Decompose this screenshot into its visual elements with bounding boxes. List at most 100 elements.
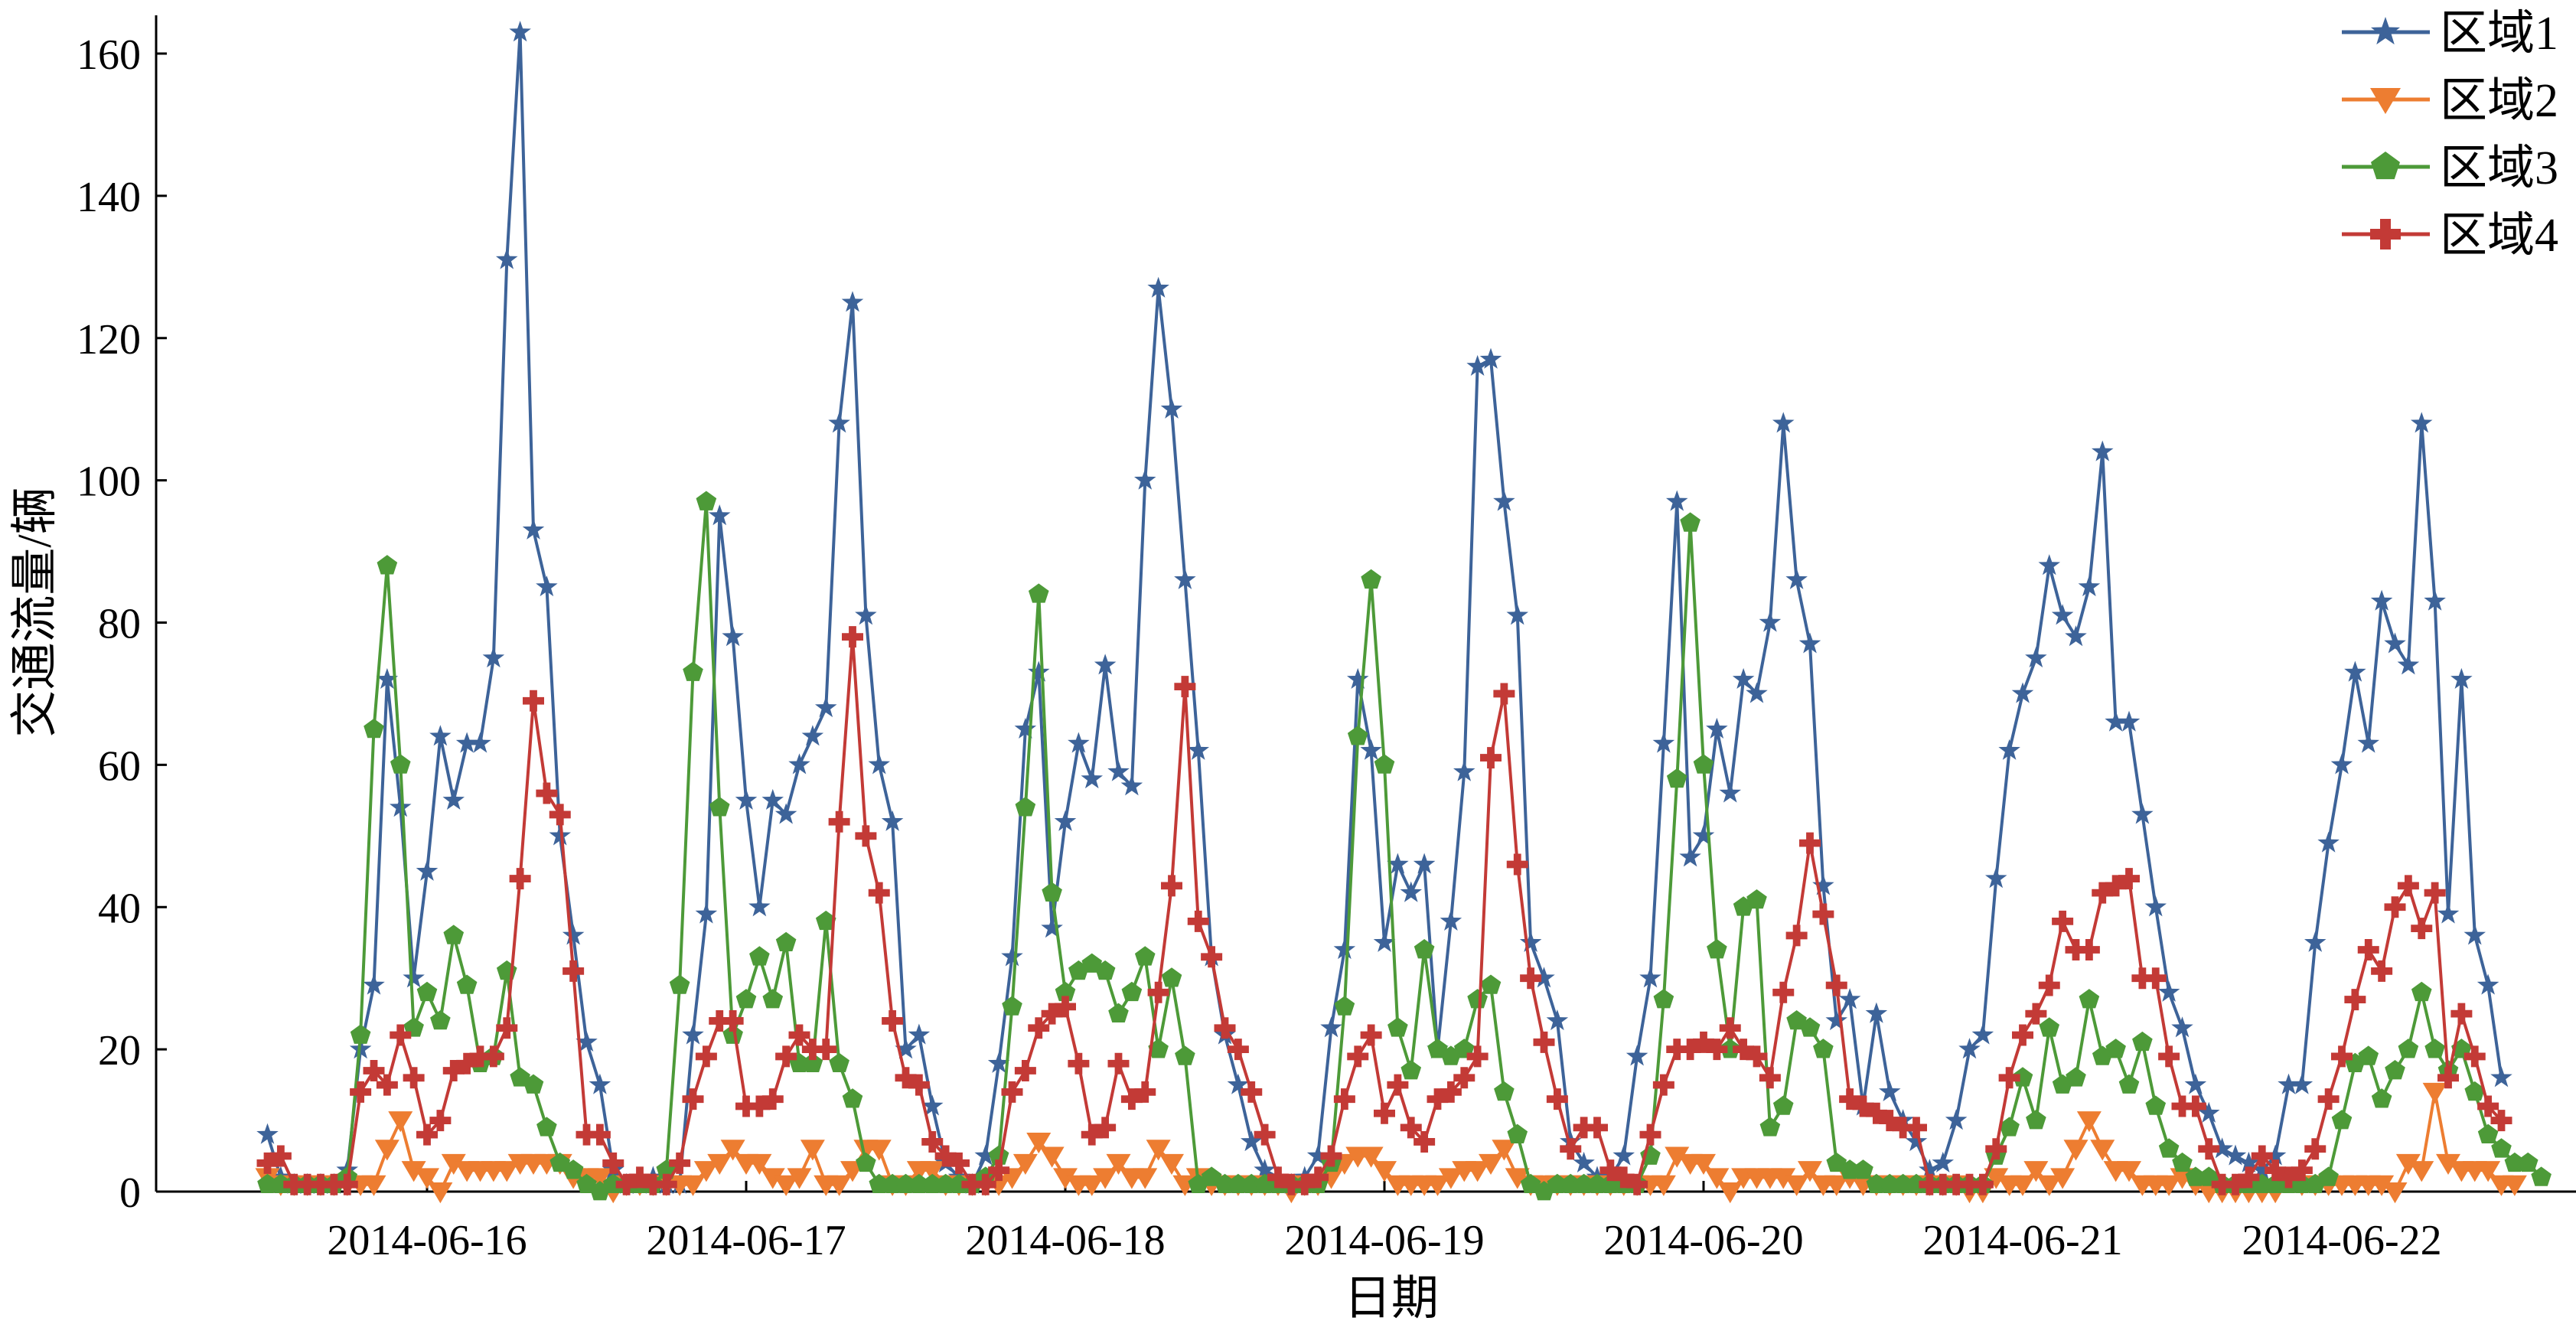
data-point [2384, 896, 2406, 918]
data-point [536, 1117, 557, 1136]
data-point [1360, 1024, 1382, 1046]
data-point [1507, 1123, 1528, 1143]
data-point [1175, 1045, 1195, 1065]
data-point [523, 690, 544, 712]
data-point [696, 491, 717, 510]
legend-label: 区域3 [2440, 142, 2558, 194]
data-point [775, 931, 797, 952]
data-point [1081, 767, 1104, 789]
legend-marker [2370, 219, 2401, 249]
data-point [2157, 980, 2180, 1002]
data-point [2012, 1024, 2033, 1046]
data-point [1374, 754, 1395, 774]
y-tick-label: 120 [77, 316, 141, 364]
legend-label: 区域4 [2440, 210, 2558, 262]
data-point [2026, 1110, 2046, 1130]
y-tick-label: 20 [98, 1027, 141, 1075]
data-point [456, 974, 478, 994]
data-point [1400, 881, 1423, 902]
data-point [1254, 1123, 1276, 1146]
data-point [1028, 583, 1049, 603]
data-point [2397, 654, 2420, 675]
legend-label: 区域2 [2440, 75, 2558, 127]
data-point [2331, 1110, 2353, 1130]
data-point [1480, 974, 1502, 994]
data-point [2437, 902, 2460, 924]
legend-item: 区域2 [2342, 75, 2558, 127]
data-point [2477, 1123, 2499, 1143]
data-point [2039, 1017, 2060, 1037]
data-point [1214, 1017, 1236, 1039]
data-point [1480, 747, 1502, 769]
data-point [1878, 1080, 1901, 1102]
data-point [549, 804, 571, 826]
data-point [2424, 1039, 2445, 1058]
data-point [735, 989, 757, 1009]
data-point [2078, 939, 2100, 961]
data-point [2344, 989, 2366, 1011]
x-tick-label: 2014-06-17 [646, 1217, 846, 1264]
data-point [695, 1045, 717, 1068]
data-point [2158, 1138, 2180, 1158]
data-point [1161, 967, 1182, 987]
legend: 区域1 区域2 区域3 区域4 [2342, 8, 2558, 262]
data-point [1519, 931, 1542, 952]
y-tick-label: 100 [77, 458, 141, 506]
data-point [2450, 1003, 2473, 1025]
data-point [2076, 1111, 2102, 1133]
data-point [1679, 846, 1701, 867]
data-point [2385, 1060, 2405, 1080]
axes [155, 15, 2576, 1193]
data-point [2066, 1067, 2086, 1087]
data-point [1680, 512, 1700, 532]
data-point [374, 1140, 399, 1161]
data-point [2132, 1031, 2153, 1052]
data-point [801, 725, 824, 746]
data-point [2357, 939, 2379, 961]
data-point [1187, 910, 1209, 932]
data-point [1400, 1060, 1422, 1080]
data-point [2051, 604, 2074, 625]
data-point [829, 1052, 849, 1073]
data-point [1666, 768, 1687, 788]
data-point [683, 661, 703, 681]
data-point [2398, 1039, 2419, 1058]
y-tick-label: 140 [77, 174, 141, 221]
data-point [1784, 1175, 1809, 1196]
legend-item: 区域3 [2342, 142, 2558, 194]
data-point [1039, 1146, 1065, 1168]
data-point [1374, 1102, 1395, 1124]
data-point [1347, 1045, 1369, 1068]
data-point [256, 1123, 279, 1144]
data-point [1746, 889, 1767, 909]
data-point [1015, 797, 1036, 817]
x-tick-label: 2014-06-19 [1284, 1217, 1484, 1264]
series-layer [255, 21, 2552, 1204]
data-point [403, 1067, 425, 1089]
data-point [350, 1024, 371, 1044]
data-point [2411, 981, 2432, 1002]
data-point [1533, 1031, 1555, 1053]
data-point [1759, 1117, 1781, 1136]
data-point [1707, 939, 1727, 959]
data-point [2411, 918, 2433, 940]
y-tick-label: 60 [98, 742, 141, 790]
data-point [2078, 576, 2101, 597]
x-tick-label: 2014-06-22 [2242, 1217, 2441, 1264]
data-point [1813, 1039, 1834, 1058]
legend-marker [2370, 152, 2401, 180]
data-point [788, 753, 810, 775]
data-point [430, 1009, 451, 1030]
data-point [882, 1009, 904, 1032]
y-tick-label: 0 [119, 1169, 141, 1217]
y-axis-title: 交通流量/辆 [9, 487, 61, 737]
data-point [842, 1088, 863, 1108]
data-point [856, 1152, 876, 1172]
data-point [1772, 981, 1795, 1003]
y-ticks: 0 20 40 60 80 100 120 140 160 [77, 31, 167, 1217]
data-point [2184, 1073, 2207, 1094]
data-point [443, 925, 465, 944]
legend-item: 区域4 [2342, 210, 2558, 262]
data-point [364, 718, 384, 739]
